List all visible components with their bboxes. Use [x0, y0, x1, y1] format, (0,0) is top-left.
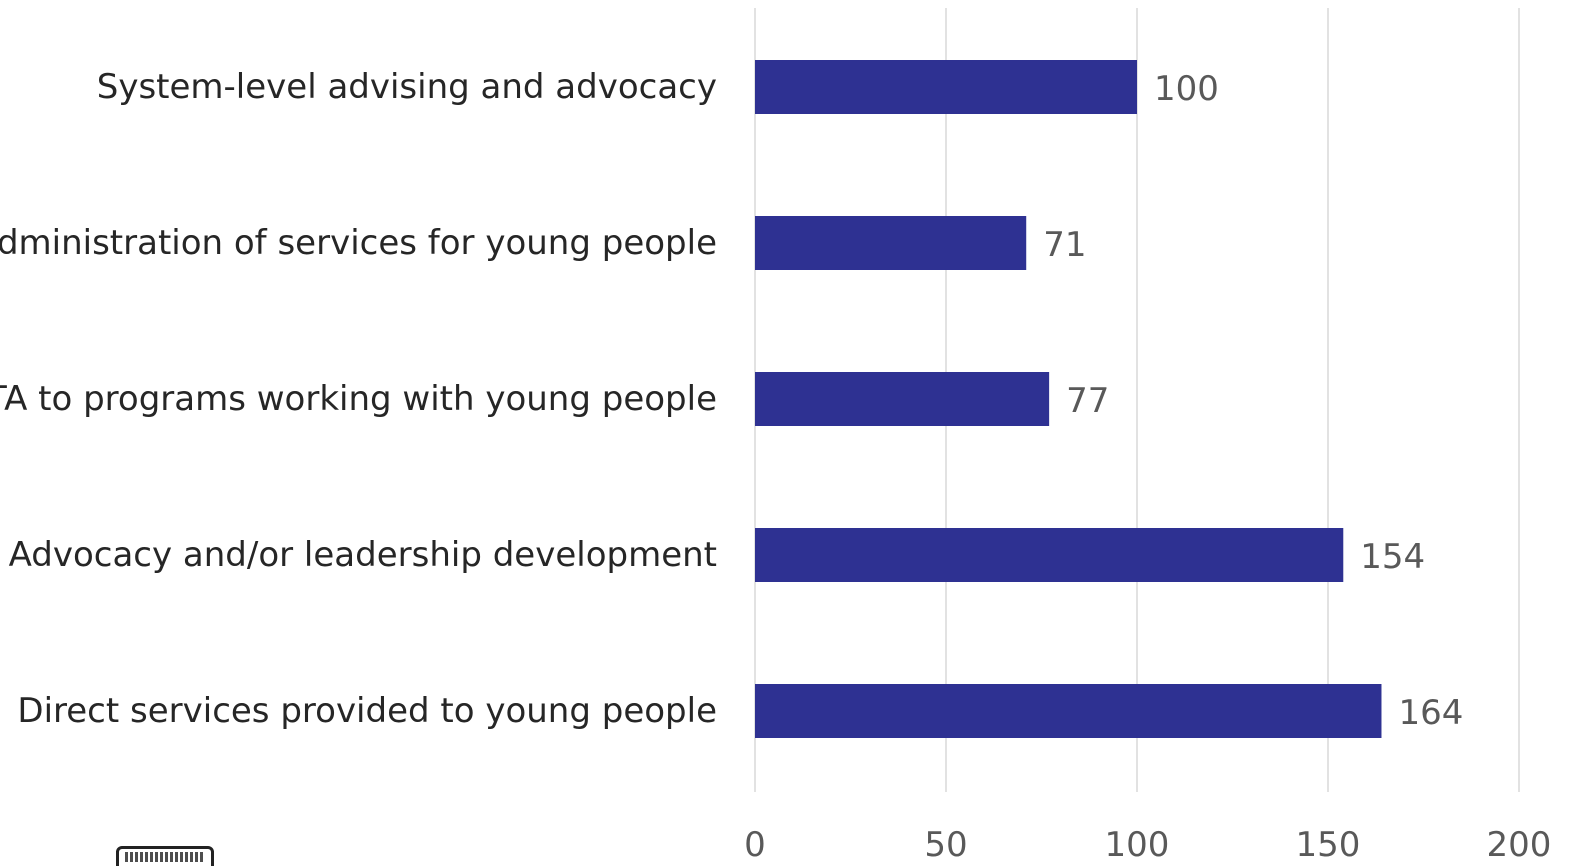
x-tick-label: 50	[924, 825, 967, 865]
data-label: 71	[1043, 225, 1086, 265]
youth-badge-logo	[116, 846, 214, 866]
data-label: 100	[1154, 69, 1219, 109]
category-label: Direct services provided to young people	[17, 691, 717, 731]
x-axis-ticks: 0 50 100 150 200	[744, 825, 1551, 865]
x-tick-label: 0	[744, 825, 766, 865]
bars	[755, 60, 1382, 738]
data-label: 164	[1398, 693, 1463, 733]
gridlines	[754, 8, 1520, 792]
bar	[755, 528, 1344, 582]
category-label: System-level advising and advocacy	[97, 67, 717, 107]
category-label: Advocacy and/or leadership development	[9, 535, 717, 575]
data-label: 154	[1360, 537, 1425, 577]
x-tick-label: 200	[1487, 825, 1552, 865]
logo-text-mark	[125, 852, 205, 862]
data-label: 77	[1066, 381, 1109, 421]
bar	[755, 60, 1137, 114]
bar	[755, 216, 1027, 270]
bar	[755, 372, 1050, 426]
x-tick-label: 150	[1296, 825, 1361, 865]
bar	[755, 684, 1382, 738]
category-label: Administration of services for young peo…	[0, 223, 717, 263]
x-tick-label: 100	[1105, 825, 1170, 865]
value-labels: 100 71 77 154 164	[1043, 69, 1463, 733]
category-labels: System-level advising and advocacy Admini…	[0, 67, 717, 731]
category-label: TA to programs working with young people	[0, 379, 717, 419]
